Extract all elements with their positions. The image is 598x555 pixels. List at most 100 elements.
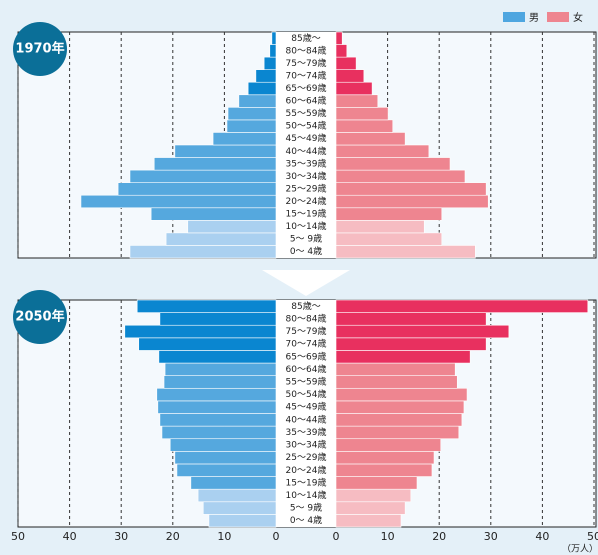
category-label: 40～44歳 [286,413,327,425]
bar [197,488,277,503]
x-tick-label: 50 [587,530,598,543]
bar [153,157,277,171]
category-label: 25～29歳 [286,182,327,194]
category-label: 75～79歳 [286,325,327,337]
category-label: 50～54歳 [286,120,327,132]
bar [164,362,277,376]
bar [176,463,277,477]
category-label: 65～69歳 [286,82,327,94]
category-label: 30～34歳 [286,439,327,451]
bar [335,400,465,414]
chart-title: 2050年 [15,309,64,325]
bar [161,425,277,440]
bar [159,413,277,427]
bar [169,438,277,452]
category-label: 0～ 4歳 [290,514,322,526]
bar [335,387,468,402]
bar [335,44,348,58]
category-label: 60～64歳 [286,95,327,107]
bar [156,387,277,402]
bar [335,514,402,528]
bar [335,362,456,376]
bar [165,232,277,246]
bar [335,144,430,158]
label-column [276,32,336,258]
x-tick-label: 10 [381,530,395,543]
bar [335,81,373,96]
bar [335,350,471,364]
bar [335,56,357,70]
bar [255,69,277,83]
bar [335,31,343,45]
bar [269,44,277,58]
bar [226,119,277,133]
bar [136,299,277,313]
label-column [276,300,336,527]
x-tick-label: 40 [63,530,77,543]
category-label: 15～19歳 [286,208,327,220]
category-label: 70～74歳 [286,338,327,350]
bar [335,232,443,246]
bar [335,438,442,452]
bar [335,425,460,440]
bar [159,312,277,326]
bar [157,400,277,414]
bar [335,488,412,503]
category-label: 65～69歳 [286,350,327,362]
x-tick-label: 20 [166,530,180,543]
bar [335,119,394,133]
bar [335,324,510,339]
bar [138,337,277,351]
bar [271,31,277,45]
x-tick-label: 20 [432,530,446,543]
bar [227,107,277,121]
category-label: 35～39歳 [286,157,327,169]
bar [335,312,487,326]
bar [335,107,389,121]
bar [187,220,277,234]
bar [263,56,277,70]
category-label: 55～59歳 [286,107,327,119]
bar [335,69,365,83]
bar [335,501,406,515]
bar [335,220,425,234]
bar [190,476,277,490]
bar [335,337,487,351]
category-label: 0～ 4歳 [290,245,322,257]
bar [174,144,277,158]
category-label: 70～74歳 [286,69,327,81]
arrow [262,270,350,296]
bar [174,451,277,465]
bar [129,245,277,259]
x-tick-label: 0 [273,530,280,543]
bar [163,375,277,389]
year-badge [13,22,67,76]
category-label: 35～39歳 [286,426,327,438]
chart-title: 1970年 [15,41,64,57]
x-tick-label: 40 [535,530,549,543]
bar [212,132,277,146]
year-badge [13,290,67,344]
bar [335,207,443,221]
category-label: 45～49歳 [286,401,327,413]
category-label: 80～84歳 [286,44,327,56]
x-tick-label: 0 [333,530,340,543]
category-label: 10～14歳 [286,220,327,232]
legend-swatch [547,12,569,22]
legend-label: 男 [529,12,539,24]
bar [335,413,463,427]
legend-label: 女 [573,11,583,24]
bar [129,169,277,183]
bar [124,324,277,339]
legend-swatch [503,12,525,22]
bar [335,375,458,389]
category-label: 5～ 9歳 [290,502,322,514]
category-label: 60～64歳 [286,363,327,375]
x-tick-label: 30 [484,530,498,543]
category-label: 10～14歳 [286,489,327,501]
bar [335,132,406,146]
x-tick-label: 10 [217,530,231,543]
bar [335,182,487,196]
x-axis-label: （万人） [562,544,598,555]
